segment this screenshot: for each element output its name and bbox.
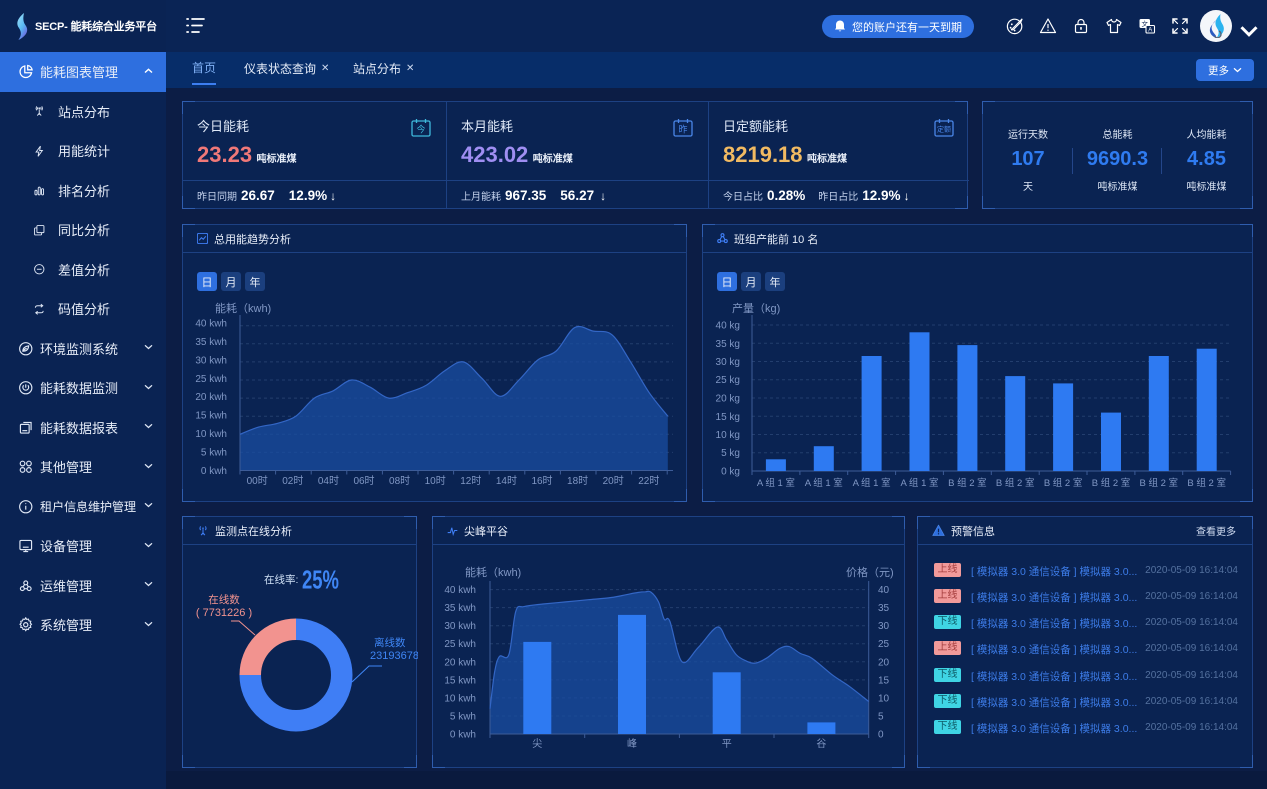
svg-text:10: 10: [878, 693, 890, 704]
svg-text:25%: 25%: [302, 565, 339, 595]
svg-text:25 kg: 25 kg: [716, 375, 740, 386]
svg-text:0 kg: 0 kg: [721, 467, 740, 478]
svg-text:10 kwh: 10 kwh: [444, 693, 476, 704]
svg-text:5 kwh: 5 kwh: [450, 712, 476, 723]
svg-text:A 组 1 室: A 组 1 室: [757, 477, 795, 489]
svg-text:10 kwh: 10 kwh: [195, 429, 227, 440]
svg-text:04时: 04时: [318, 475, 339, 487]
svg-text:今: 今: [416, 124, 425, 135]
svg-text:0 kwh: 0 kwh: [201, 466, 227, 477]
svg-text:5: 5: [878, 712, 884, 723]
svg-text:06时: 06时: [353, 475, 374, 487]
svg-text:15: 15: [878, 675, 890, 686]
svg-text:文: 文: [1141, 19, 1148, 28]
svg-text:40: 40: [878, 585, 890, 596]
svg-text:尖: 尖: [532, 737, 542, 750]
svg-text:峰: 峰: [627, 738, 637, 750]
svg-text:35 kwh: 35 kwh: [195, 337, 227, 348]
svg-text:A 组 1 室: A 组 1 室: [853, 477, 891, 489]
svg-text:产量（kg): 产量（kg): [732, 301, 780, 315]
svg-text:B 组 2 室: B 组 2 室: [1092, 477, 1131, 489]
svg-text:14时: 14时: [496, 475, 517, 487]
svg-text:B 组 2 室: B 组 2 室: [1044, 477, 1083, 489]
svg-text:能耗（kwh): 能耗（kwh): [215, 301, 271, 315]
svg-text:35 kg: 35 kg: [716, 339, 740, 350]
svg-text:02时: 02时: [282, 475, 303, 487]
svg-text:10 kg: 10 kg: [716, 430, 740, 441]
svg-text:谷: 谷: [816, 738, 826, 750]
svg-text:B 组 2 室: B 组 2 室: [1187, 477, 1226, 489]
svg-text:15 kwh: 15 kwh: [444, 675, 476, 686]
svg-text:B 组 2 室: B 组 2 室: [1140, 477, 1179, 489]
svg-text:12时: 12时: [460, 475, 481, 487]
svg-text:16时: 16时: [531, 475, 552, 487]
svg-text:能耗（kwh): 能耗（kwh): [465, 565, 521, 579]
svg-text:25 kwh: 25 kwh: [195, 374, 227, 385]
svg-text:30: 30: [878, 621, 890, 632]
svg-text:定额: 定额: [937, 125, 951, 134]
svg-text:30 kwh: 30 kwh: [444, 621, 476, 632]
svg-text:A: A: [1148, 27, 1152, 33]
svg-text:5 kg: 5 kg: [721, 448, 740, 459]
svg-text:35: 35: [878, 603, 890, 614]
svg-text:30 kwh: 30 kwh: [195, 355, 227, 366]
svg-text:25 kwh: 25 kwh: [444, 639, 476, 650]
svg-text:A 组 1 室: A 组 1 室: [900, 477, 938, 489]
svg-text:20 kg: 20 kg: [716, 394, 740, 405]
svg-text:20时: 20时: [603, 475, 624, 487]
svg-text:25: 25: [878, 639, 890, 650]
svg-text:B 组 2 室: B 组 2 室: [996, 477, 1035, 489]
svg-text:离线数: 离线数: [374, 636, 406, 649]
svg-text:40 kg: 40 kg: [716, 321, 740, 332]
svg-text:15 kwh: 15 kwh: [195, 411, 227, 422]
svg-text:10时: 10时: [425, 475, 446, 487]
svg-text:22时: 22时: [638, 475, 659, 487]
svg-text:00时: 00时: [247, 475, 268, 487]
svg-text:40 kwh: 40 kwh: [195, 318, 227, 329]
svg-text:35 kwh: 35 kwh: [444, 603, 476, 614]
svg-text:18时: 18时: [567, 475, 588, 487]
svg-text:5 kwh: 5 kwh: [201, 448, 227, 459]
svg-text:08时: 08时: [389, 475, 410, 487]
svg-text:20 kwh: 20 kwh: [195, 392, 227, 403]
svg-text:0 kwh: 0 kwh: [450, 730, 476, 741]
svg-text:昨: 昨: [678, 124, 687, 135]
svg-text:( 7731226 ): ( 7731226 ): [196, 607, 252, 619]
svg-text:30 kg: 30 kg: [716, 357, 740, 368]
svg-text:20 kwh: 20 kwh: [444, 657, 476, 668]
svg-text:价格（元): 价格（元): [846, 565, 894, 579]
svg-text:15 kg: 15 kg: [716, 412, 740, 423]
svg-text:平: 平: [722, 739, 732, 750]
svg-text:在线率:: 在线率:: [264, 573, 298, 586]
svg-text:23193678: 23193678: [370, 650, 418, 662]
svg-text:0: 0: [878, 730, 884, 741]
svg-text:在线数: 在线数: [208, 593, 240, 606]
svg-text:B 组 2 室: B 组 2 室: [948, 477, 987, 489]
svg-text:40 kwh: 40 kwh: [444, 585, 476, 596]
svg-text:20: 20: [878, 657, 890, 668]
svg-text:A 组 1 室: A 组 1 室: [805, 477, 843, 489]
